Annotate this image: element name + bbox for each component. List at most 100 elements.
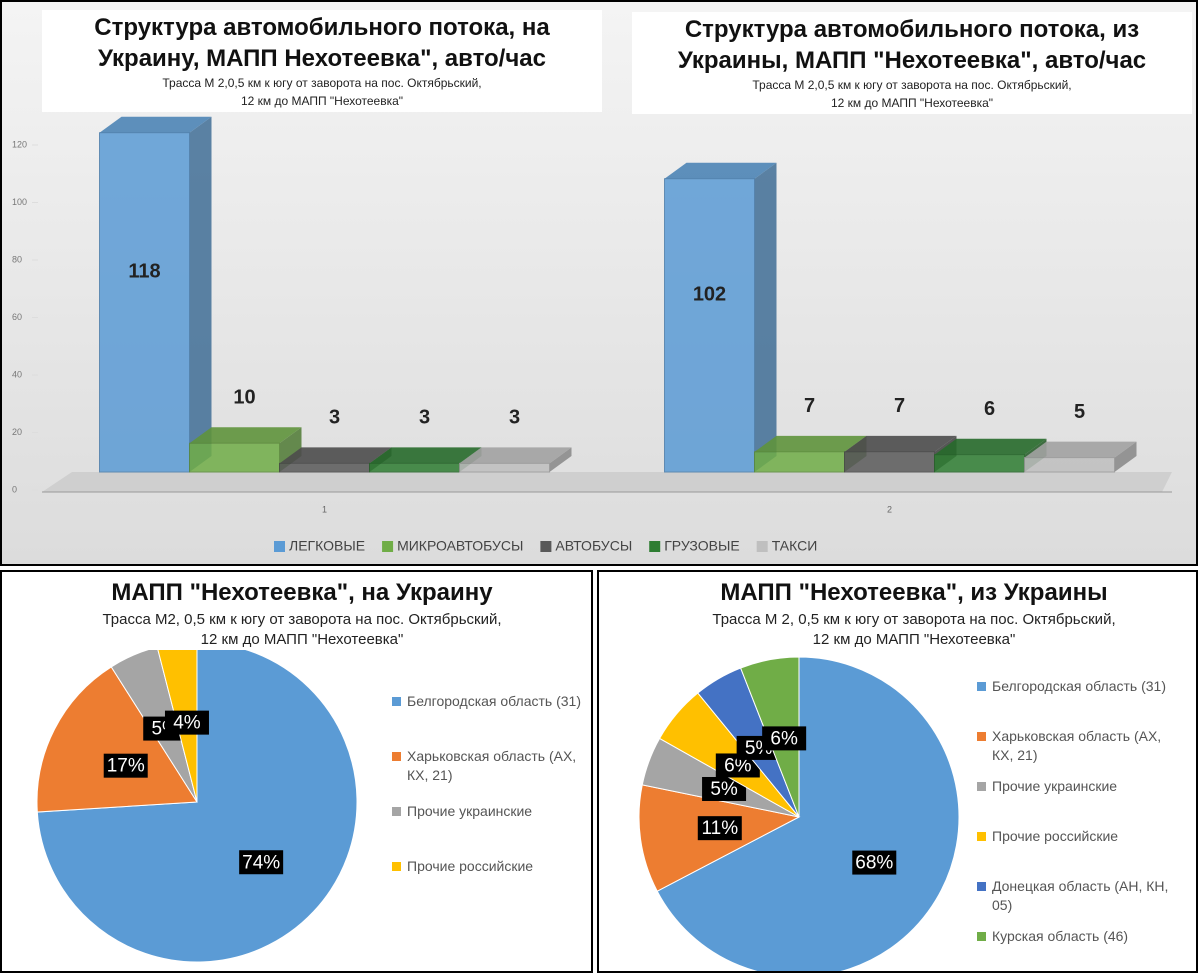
bar-depth bbox=[279, 447, 392, 464]
data-label: 4% bbox=[173, 713, 201, 734]
subtitle-line: 12 км до МАПП "Нехотеевка" bbox=[200, 631, 404, 648]
data-label: 3 bbox=[329, 407, 340, 429]
bar-depth bbox=[369, 447, 482, 464]
legend-label: Харьковская область (АХ, КХ, 21) bbox=[407, 748, 577, 783]
legend-item: Прочие украинские bbox=[977, 777, 1172, 796]
data-label: 3 bbox=[509, 407, 520, 429]
legend-swatch bbox=[977, 882, 986, 891]
subtitle-line: Трасса М2, 0,5 км к югу от заворота на п… bbox=[102, 611, 502, 628]
chart-title: Структура автомобильного потока, на Украи… bbox=[42, 10, 602, 112]
chart-title: Структура автомобильного потока, из Украи… bbox=[632, 12, 1192, 114]
label-bg bbox=[103, 753, 148, 778]
label-bg bbox=[697, 816, 742, 841]
bar-depth bbox=[1024, 441, 1137, 458]
bar-depth bbox=[549, 447, 572, 472]
chart: 0 20 40 60 80 100 120 1 118 10 3 3 3 2 102 7 7 6 5 ЛЕГКОВЫЕ… bbox=[12, 116, 1172, 554]
y-tick-label: 120 bbox=[12, 139, 27, 149]
data-label: 6% bbox=[770, 728, 798, 749]
data-label: 10 bbox=[233, 387, 255, 409]
data-label: 11% bbox=[701, 818, 738, 839]
legend-label: Прочие российские bbox=[992, 828, 1119, 844]
pie-panel: 68% 11% 5% 6% 5% 6% МАПП "Нехотеевка", из Укра… bbox=[597, 570, 1198, 973]
legend-swatch bbox=[392, 807, 401, 816]
legend-label: Прочие российские bbox=[407, 858, 534, 874]
x-tick-label: 2 bbox=[887, 504, 892, 514]
title-line: Структура автомобильного потока, из bbox=[684, 16, 1140, 43]
x-tick-label: 1 bbox=[322, 504, 327, 514]
legend-swatch bbox=[649, 541, 661, 552]
legend-swatch bbox=[274, 541, 285, 552]
legend-label: ТАКСИ bbox=[772, 538, 818, 554]
legend-item: Харьковская область (АХ, КХ, 21) bbox=[977, 727, 1172, 765]
bar-depth bbox=[754, 162, 777, 472]
legend-swatch bbox=[977, 732, 986, 741]
legend-swatch bbox=[977, 832, 986, 841]
bar-depth bbox=[934, 438, 1047, 455]
data-label: 7 bbox=[804, 395, 815, 417]
chart: 74%17%5%4% bbox=[36, 641, 358, 963]
subtitle-line: Трасса М 2,0,5 км к югу от заворота на п… bbox=[162, 76, 482, 90]
y-tick-label: 0 bbox=[12, 484, 17, 494]
legend-label: Харьковская область (АХ, КХ, 21) bbox=[992, 728, 1162, 763]
y-tick-label: 20 bbox=[12, 427, 22, 437]
legend-item: Курская область (46) bbox=[977, 927, 1172, 946]
data-label: 6% bbox=[724, 755, 752, 776]
bar bbox=[934, 454, 1025, 473]
title-line: МАПП "Нехотеевка", на Украину bbox=[111, 579, 493, 606]
legend-label: МИКРОАВТОБУСЫ bbox=[397, 538, 523, 554]
subtitle-line: 12 км до МАПП "Нехотеевка" bbox=[240, 94, 404, 108]
bar-depth bbox=[844, 435, 957, 452]
data-label: 102 bbox=[693, 284, 726, 306]
title-line: Украину, МАПП Нехотеевка", авто/час bbox=[98, 45, 546, 72]
subtitle-line: 12 км до МАПП "Нехотеевка" bbox=[812, 631, 1016, 648]
y-tick-label: 40 bbox=[12, 369, 22, 379]
legend-swatch bbox=[977, 682, 986, 691]
legend-item: Прочие российские bbox=[392, 857, 587, 876]
legend-swatch bbox=[392, 752, 401, 761]
legend-label: ГРУЗОВЫЕ bbox=[664, 538, 739, 554]
bar-depth bbox=[99, 116, 212, 133]
floor bbox=[42, 472, 1172, 492]
chart-title: МАПП "Нехотеевка", на Украину Трасса М2, … bbox=[42, 576, 562, 650]
y-tick-label: 100 bbox=[12, 197, 27, 207]
legend-label: Донецкая область (АН, КН, 05) bbox=[992, 878, 1169, 913]
legend-swatch bbox=[392, 697, 401, 706]
bar bbox=[459, 462, 550, 473]
legend-swatch bbox=[392, 862, 401, 871]
pie-slice bbox=[656, 656, 960, 971]
legend-swatch bbox=[977, 782, 986, 791]
bar bbox=[99, 132, 190, 473]
data-label: 118 bbox=[128, 261, 160, 283]
data-label: 3 bbox=[419, 407, 430, 429]
data-label: 5% bbox=[710, 779, 738, 800]
title-line: Украины, МАПП "Нехотеевка", авто/час bbox=[677, 47, 1147, 74]
subtitle-line: 12 км до МАПП "Нехотеевка" bbox=[830, 96, 994, 110]
pie-panel: 74%17%5%4%МАПП "Нехотеевка", на УкраинуТ… bbox=[0, 570, 593, 973]
bar bbox=[664, 178, 755, 473]
legend-label: Белгородская область (31) bbox=[407, 693, 582, 709]
bar bbox=[1024, 457, 1115, 473]
data-label: 68% bbox=[855, 853, 893, 874]
title-line: Структура автомобильного потока, на bbox=[94, 14, 550, 41]
data-label: 5 bbox=[1074, 401, 1085, 423]
data-label: 17% bbox=[107, 756, 145, 777]
pie-slice bbox=[36, 666, 198, 813]
legend-item: Донецкая область (АН, КН, 05) bbox=[977, 877, 1172, 915]
legend-swatch bbox=[977, 932, 986, 941]
legend-item: Белгородская область (31) bbox=[392, 692, 587, 711]
legend-label: ЛЕГКОВЫЕ bbox=[289, 538, 365, 554]
legend-label: Прочие украинские bbox=[992, 778, 1118, 794]
subtitle-line: Трасса М 2, 0,5 км к югу от заворота на … bbox=[712, 611, 1116, 628]
bar bbox=[279, 462, 370, 473]
chart-title: МАПП "Нехотеевка", из Украины Трасса М 2,… bbox=[654, 576, 1174, 650]
data-label: 7 bbox=[894, 395, 905, 417]
bar-depth bbox=[189, 116, 212, 472]
label-bg bbox=[762, 726, 807, 751]
legend-item: Белгородская область (31) bbox=[977, 677, 1172, 696]
legend-label: Белгородская область (31) bbox=[992, 678, 1167, 694]
bar-panel: 0 20 40 60 80 100 120 1 118 10 3 3 3 2 102 7 7 6 5 ЛЕГКОВЫЕ… bbox=[0, 0, 1198, 566]
subtitle-line: Трасса М 2,0,5 км к югу от заворота на п… bbox=[752, 78, 1072, 92]
title-line: МАПП "Нехотеевка", из Украины bbox=[720, 579, 1108, 606]
legend-item: Харьковская область (АХ, КХ, 21) bbox=[392, 747, 587, 785]
